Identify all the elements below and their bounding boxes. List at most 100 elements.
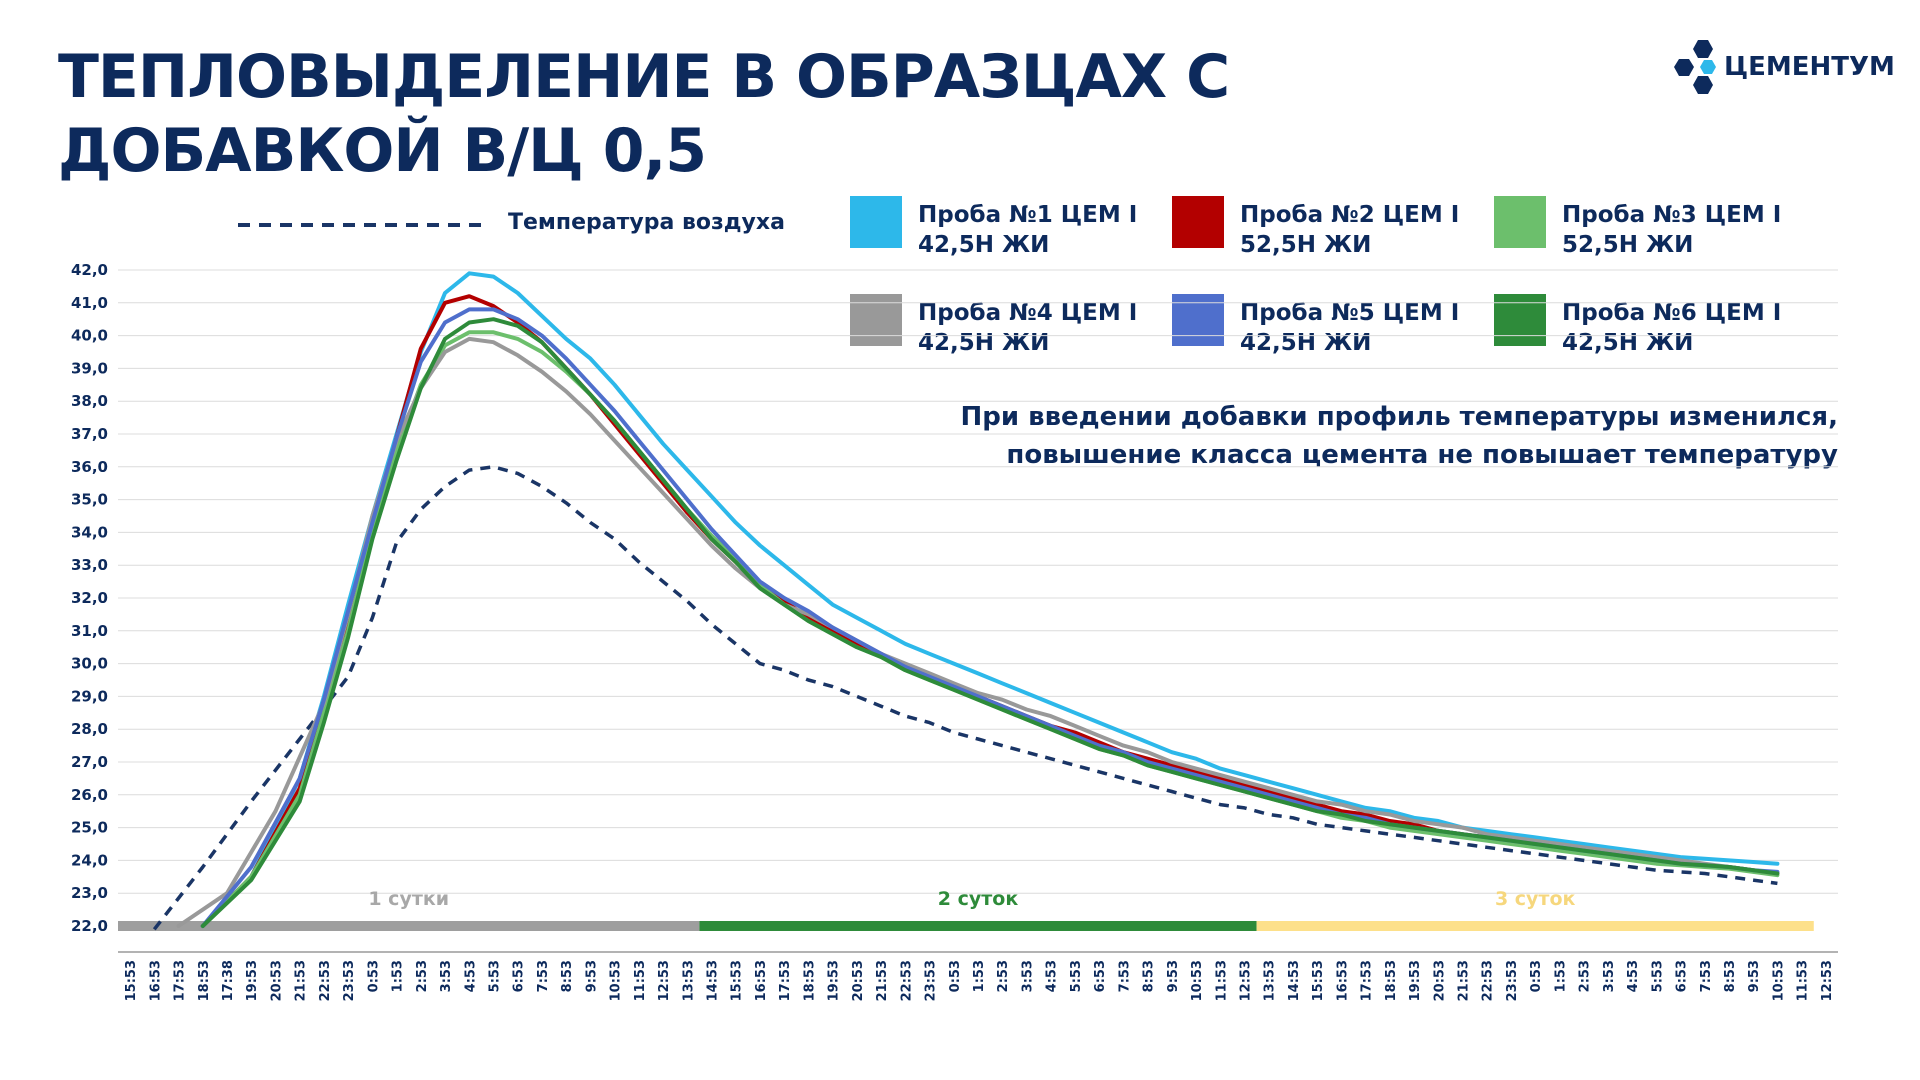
legend-label-4: Проба №4 ЦЕМ I 42,5Н ЖИ xyxy=(918,300,1138,356)
series-line-4 xyxy=(176,336,1780,928)
x-tick-label: 20:53 xyxy=(1432,960,1447,1001)
x-tick-label: 10:53 xyxy=(1190,960,1205,1001)
y-tick-label: 41,0 xyxy=(71,294,108,312)
annotation-line-1: При введении добавки профиль температуры… xyxy=(960,402,1839,432)
y-tick-label: 28,0 xyxy=(71,720,108,738)
y-tick-label: 32,0 xyxy=(71,589,108,607)
x-tick-label: 18:53 xyxy=(1384,960,1399,1001)
x-tick-label: 14:53 xyxy=(706,960,721,1001)
x-tick-label: 15:53 xyxy=(124,960,139,1001)
y-tick-label: 33,0 xyxy=(71,556,108,574)
x-tick-label: 2:53 xyxy=(1578,960,1593,992)
x-tick-label: 23:53 xyxy=(924,960,939,1001)
x-tick-label: 3:53 xyxy=(1020,960,1035,992)
legend-sample-5: Проба №5 ЦЕМ I 42,5Н ЖИ xyxy=(1172,294,1472,356)
x-tick-label: 22:53 xyxy=(1481,960,1496,1001)
x-tick-label: 21:53 xyxy=(875,960,890,1001)
x-tick-label: 7:53 xyxy=(1117,960,1132,992)
x-tick-label: 16:53 xyxy=(148,960,163,1001)
x-tick-label: 18:53 xyxy=(802,960,817,1001)
series-line-5 xyxy=(200,307,1780,928)
period-label: 2 суток xyxy=(938,888,1019,910)
x-tick-label: 7:53 xyxy=(1699,960,1714,992)
x-tick-label: 5:53 xyxy=(487,960,502,992)
x-tick-label: 14:53 xyxy=(1287,960,1302,1001)
x-tick-label: 4:53 xyxy=(1045,960,1060,992)
chart-annotation: При введении добавки профиль температуры… xyxy=(938,398,1839,474)
x-tick-label: 0:53 xyxy=(948,960,963,992)
period-label: 3 суток xyxy=(1495,888,1576,910)
x-tick-label: 16:53 xyxy=(754,960,769,1001)
x-tick-label: 23:53 xyxy=(1505,960,1520,1001)
legend-label-3: Проба №3 ЦЕМ I 52,5Н ЖИ xyxy=(1562,202,1782,258)
x-tick-label: 22:53 xyxy=(899,960,914,1001)
y-tick-label: 29,0 xyxy=(71,687,108,705)
y-tick-label: 42,0 xyxy=(71,261,108,279)
x-tick-label: 21:53 xyxy=(294,960,309,1001)
x-tick-label: 1:53 xyxy=(391,960,406,992)
x-tick-label: 15:53 xyxy=(1311,960,1326,1001)
x-tick-label: 16:53 xyxy=(1335,960,1350,1001)
x-tick-label: 5:53 xyxy=(1650,960,1665,992)
x-tick-label: 4:53 xyxy=(463,960,478,992)
x-tick-label: 17:38 xyxy=(221,960,236,1001)
x-tick-label: 20:53 xyxy=(269,960,284,1001)
series-line-1 xyxy=(200,271,1780,928)
x-tick-label: 9:53 xyxy=(584,960,599,992)
x-tick-label: 6:53 xyxy=(1093,960,1108,992)
annotation-line-2: повышение класса цемента не повышает тем… xyxy=(1006,440,1838,470)
y-tick-label: 31,0 xyxy=(71,622,108,640)
air-temperature-line xyxy=(152,465,1778,931)
x-tick-label: 11:53 xyxy=(633,960,648,1001)
x-tick-label: 2:53 xyxy=(415,960,430,992)
x-tick-label: 7:53 xyxy=(536,960,551,992)
x-tick-label: 8:53 xyxy=(560,960,575,992)
legend-label-1: Проба №1 ЦЕМ I 42,5Н ЖИ xyxy=(918,202,1138,258)
series-line-6 xyxy=(200,317,1780,928)
x-tick-label: 8:53 xyxy=(1723,960,1738,992)
y-tick-label: 27,0 xyxy=(71,753,108,771)
x-tick-label: 18:53 xyxy=(197,960,212,1001)
x-tick-label: 8:53 xyxy=(1142,960,1157,992)
x-tick-label: 12:53 xyxy=(1820,960,1835,1001)
period-bar xyxy=(118,921,700,931)
legend-swatch-1 xyxy=(850,196,902,248)
x-tick-label: 23:53 xyxy=(342,960,357,1001)
y-tick-label: 24,0 xyxy=(71,851,108,869)
x-tick-label: 19:53 xyxy=(245,960,260,1001)
y-tick-label: 37,0 xyxy=(71,425,108,443)
x-tick-label: 10:53 xyxy=(609,960,624,1001)
x-tick-label: 0:53 xyxy=(1529,960,1544,992)
x-tick-label: 19:53 xyxy=(1408,960,1423,1001)
legend-sample-2: Проба №2 ЦЕМ I 52,5Н ЖИ xyxy=(1172,196,1472,258)
x-tick-label: 13:53 xyxy=(681,960,696,1001)
series-line-2 xyxy=(200,294,1780,928)
logo-text: ЦЕМЕНТУМ xyxy=(1724,52,1895,82)
x-tick-label: 11:53 xyxy=(1214,960,1229,1001)
x-tick-label: 0:53 xyxy=(366,960,381,992)
legend-label-6: Проба №6 ЦЕМ I 42,5Н ЖИ xyxy=(1562,300,1782,356)
page-title: ТЕПЛОВЫДЕЛЕНИЕ В ОБРАЗЦАХ С ДОБАВКОЙ В/Ц… xyxy=(58,42,1230,186)
legend-sample-3: Проба №3 ЦЕМ I 52,5Н ЖИ xyxy=(1494,196,1794,258)
x-tick-label: 13:53 xyxy=(1263,960,1278,1001)
y-tick-label: 25,0 xyxy=(71,819,108,837)
x-tick-label: 21:53 xyxy=(1457,960,1472,1001)
period-label: 1 сутки xyxy=(368,888,449,910)
period-bar xyxy=(699,921,1257,931)
x-tick-label: 17:53 xyxy=(1360,960,1375,1001)
x-tick-label: 22:53 xyxy=(318,960,333,1001)
x-tick-label: 9:53 xyxy=(1166,960,1181,992)
y-tick-label: 39,0 xyxy=(71,359,108,377)
legend-air-label: Температура воздуха xyxy=(508,210,785,235)
x-tick-label: 17:53 xyxy=(173,960,188,1001)
x-tick-label: 3:53 xyxy=(439,960,454,992)
x-tick-label: 19:53 xyxy=(827,960,842,1001)
legend-swatch-3 xyxy=(1494,196,1546,248)
hexagon-cluster-icon xyxy=(1674,40,1716,94)
x-tick-label: 12:53 xyxy=(1238,960,1253,1001)
x-tick-label: 20:53 xyxy=(851,960,866,1001)
legend-swatch-2 xyxy=(1172,196,1224,248)
y-tick-label: 30,0 xyxy=(71,655,108,673)
legend-sample-1: Проба №1 ЦЕМ I 42,5Н ЖИ xyxy=(850,196,1150,258)
